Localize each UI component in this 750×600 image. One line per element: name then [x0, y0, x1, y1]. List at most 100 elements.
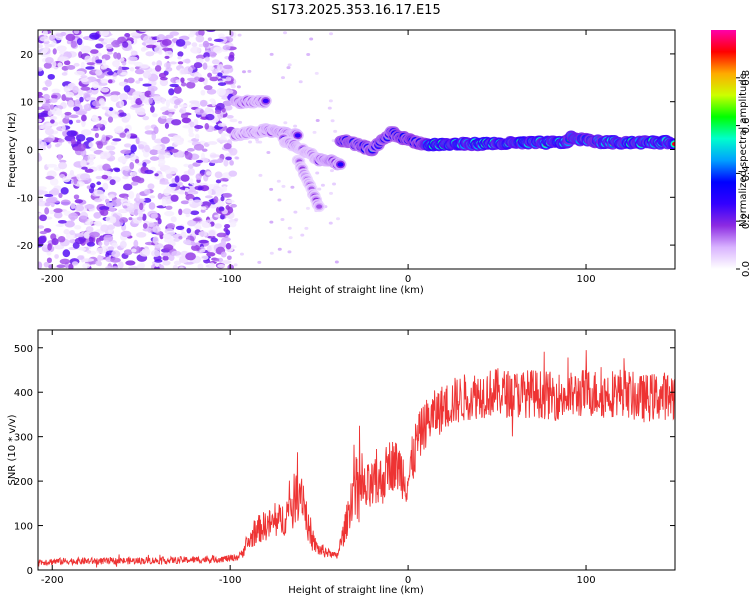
- noise-blob: [49, 98, 58, 103]
- noise-blob: [85, 226, 94, 233]
- noise-blob: [125, 131, 131, 140]
- noise-blob: [41, 102, 52, 109]
- spectrogram-y-tick-label: -10: [17, 193, 33, 204]
- noise-blob: [103, 239, 110, 246]
- noise-blob: [38, 67, 43, 72]
- noise-blob: [216, 232, 227, 238]
- noise-blob: [188, 132, 195, 138]
- noise-blob: [329, 191, 334, 195]
- noise-blob: [64, 111, 72, 116]
- noise-blob: [47, 196, 58, 203]
- colorbar-tick-label: 0.8: [741, 70, 750, 86]
- noise-blob: [142, 115, 150, 121]
- noise-blob: [206, 245, 212, 252]
- noise-blob: [312, 130, 317, 134]
- noise-blob: [173, 85, 182, 94]
- noise-blob: [184, 58, 191, 64]
- noise-blob: [64, 60, 71, 66]
- noise-blob: [205, 113, 215, 121]
- noise-blob: [178, 266, 184, 269]
- noise-blob: [47, 243, 52, 251]
- noise-blob: [107, 246, 115, 251]
- noise-blob: [109, 216, 117, 224]
- noise-blob: [193, 62, 203, 69]
- noise-blob: [80, 247, 87, 251]
- noise-blob: [54, 254, 59, 259]
- noise-blob: [74, 225, 82, 230]
- colorbar-tick-label: 0.4: [741, 165, 750, 181]
- noise-blob: [170, 194, 179, 202]
- noise-blob: [182, 208, 192, 215]
- noise-blob: [198, 30, 205, 37]
- noise-blob: [74, 199, 83, 204]
- noise-blob: [152, 236, 159, 244]
- noise-blob: [206, 88, 217, 95]
- noise-blob: [183, 239, 192, 245]
- noise-blob: [130, 248, 137, 253]
- noise-blob: [65, 33, 76, 42]
- noise-blob: [209, 159, 221, 164]
- noise-blob: [90, 128, 100, 132]
- noise-blob: [43, 62, 52, 69]
- noise-blob: [168, 113, 173, 118]
- noise-blob: [171, 177, 176, 184]
- noise-blob: [51, 238, 59, 246]
- noise-blob: [94, 189, 105, 197]
- noise-blob: [126, 112, 131, 121]
- noise-blob: [213, 46, 223, 54]
- noise-blob: [154, 45, 162, 54]
- noise-blob: [151, 249, 161, 258]
- noise-blob: [95, 260, 102, 266]
- noise-blob: [58, 162, 68, 170]
- noise-blob: [156, 60, 163, 67]
- noise-blob: [168, 88, 175, 96]
- noise-blob: [189, 79, 199, 83]
- noise-blob: [277, 198, 282, 202]
- noise-blob: [280, 217, 285, 221]
- noise-blob: [164, 122, 170, 129]
- noise-blob: [102, 182, 109, 191]
- noise-blob: [178, 104, 188, 108]
- noise-blob: [223, 227, 229, 232]
- noise-blob: [151, 132, 157, 141]
- noise-blob: [169, 183, 178, 188]
- noise-blob: [161, 115, 167, 120]
- spectrogram-content: [38, 30, 675, 269]
- tone-core: [672, 141, 675, 147]
- noise-blob: [162, 47, 173, 51]
- noise-blob: [86, 62, 95, 66]
- noise-blob: [63, 85, 69, 93]
- noise-blob: [269, 52, 274, 56]
- noise-blob: [225, 199, 235, 204]
- noise-blob: [98, 98, 105, 105]
- noise-blob: [148, 97, 153, 104]
- noise-blob: [76, 134, 86, 142]
- noise-blob: [180, 200, 189, 205]
- noise-blob: [55, 223, 64, 227]
- noise-blob: [200, 206, 207, 211]
- noise-blob: [159, 78, 169, 87]
- noise-blob: [93, 221, 98, 226]
- noise-blob: [120, 149, 131, 154]
- noise-blob: [204, 122, 210, 130]
- noise-blob: [38, 153, 42, 162]
- noise-blob: [214, 223, 222, 229]
- noise-blob: [215, 187, 224, 195]
- noise-blob: [80, 77, 89, 83]
- noise-blob: [85, 97, 97, 101]
- noise-blob: [110, 91, 121, 96]
- noise-blob: [287, 226, 292, 230]
- noise-blob: [95, 175, 103, 180]
- noise-blob: [67, 99, 74, 108]
- noise-blob: [122, 168, 133, 177]
- noise-blob: [201, 148, 208, 152]
- noise-blob: [184, 152, 193, 160]
- noise-blob: [143, 188, 151, 195]
- noise-blob: [177, 56, 182, 60]
- noise-blob: [107, 116, 114, 123]
- noise-blob: [164, 210, 175, 217]
- noise-blob: [150, 105, 155, 113]
- noise-blob: [100, 224, 110, 232]
- noise-blob: [136, 177, 145, 184]
- noise-blob: [183, 67, 188, 75]
